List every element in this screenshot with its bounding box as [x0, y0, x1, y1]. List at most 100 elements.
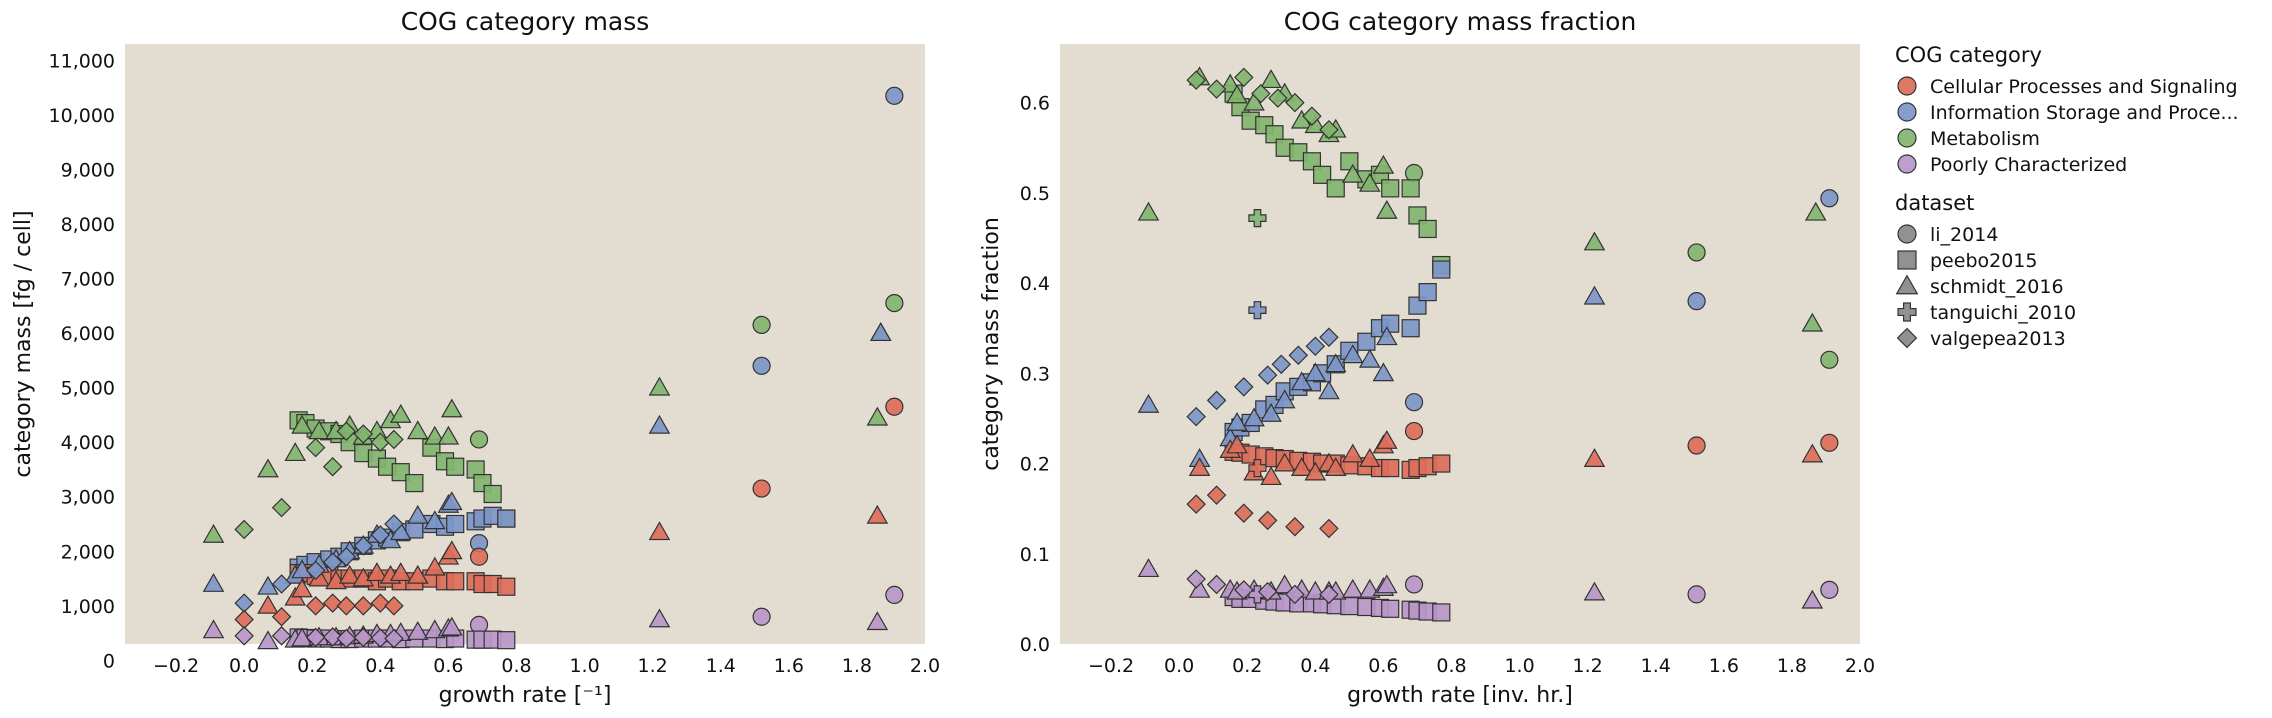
data-point — [752, 607, 771, 626]
data-point — [257, 458, 279, 478]
data-point — [257, 630, 279, 650]
legend-label: valgepea2013 — [1930, 328, 2066, 350]
legend-label: peebo2015 — [1930, 250, 2037, 272]
y-tick-label: 0 — [103, 650, 115, 672]
data-point — [1206, 79, 1227, 99]
data-point — [1188, 457, 1211, 476]
data-point — [305, 627, 326, 648]
y-tick-label: 5,000 — [61, 378, 115, 400]
data-point — [291, 578, 313, 598]
data-point — [1341, 163, 1364, 183]
x-tick-label: 0.4 — [1300, 655, 1330, 677]
data-point — [1248, 458, 1267, 478]
data-point — [1226, 434, 1248, 454]
data-point — [1357, 332, 1376, 351]
data-point — [483, 484, 502, 504]
y-axis-label: category mass [fg / cell] — [11, 210, 36, 477]
legend-categories: Cellular Processes and Signaling Informat… — [1897, 76, 2239, 176]
data-point — [352, 567, 375, 587]
data-point — [1801, 443, 1824, 463]
data-point — [1304, 362, 1327, 382]
data-point — [391, 463, 410, 482]
data-point — [1285, 92, 1305, 113]
data-point — [257, 575, 279, 595]
y-axis-label: category mass fraction — [979, 217, 1004, 471]
data-point — [271, 574, 292, 594]
data-point — [1318, 380, 1340, 400]
data-point — [1206, 485, 1227, 505]
data-point — [291, 559, 313, 579]
data-point — [1186, 494, 1206, 514]
mass-fraction-panel: COG category mass fraction −0.2 0.0 0.2 0.4… — [979, 7, 1875, 708]
data-point — [322, 593, 343, 613]
x-tick-label: −0.2 — [153, 655, 199, 677]
data-point — [1319, 327, 1339, 348]
x-tick-label: 0.4 — [365, 655, 395, 677]
data-point — [1375, 199, 1398, 219]
data-point — [336, 546, 357, 567]
data-point — [1408, 206, 1427, 225]
x-tick-label: 0.8 — [1436, 655, 1466, 677]
data-point — [1257, 510, 1278, 531]
data-point — [866, 406, 889, 426]
legend-datasets: li_2014 peebo2015 schmidt_2016 tanguichi_20… — [1895, 224, 2076, 350]
x-tick-label: 1.2 — [1573, 655, 1603, 677]
data-point — [370, 628, 391, 648]
data-point — [1820, 350, 1839, 369]
data-point — [338, 564, 361, 584]
data-point — [384, 628, 404, 649]
legend-marker — [1895, 274, 1919, 295]
data-point — [406, 564, 429, 584]
data-point — [1248, 209, 1267, 228]
legend-label: Metabolism — [1930, 128, 2040, 150]
data-point — [406, 420, 429, 440]
data-point — [1381, 458, 1400, 478]
y-tick-label: 4,000 — [61, 432, 115, 454]
data-point — [1257, 365, 1278, 385]
data-point — [1375, 430, 1398, 449]
data-point — [1687, 292, 1706, 311]
data-point — [234, 626, 254, 646]
data-point — [370, 593, 391, 613]
legend-marker — [1897, 224, 1917, 244]
chart-title: COG category mass — [401, 7, 650, 36]
legend-category-title: COG category — [1895, 43, 2042, 67]
data-point — [1381, 599, 1400, 618]
x-tick-label: 1.8 — [842, 655, 872, 677]
legend-label: schmidt_2016 — [1930, 276, 2064, 298]
x-axis-label: growth rate [⁻¹] — [439, 683, 612, 708]
data-point — [1137, 558, 1160, 578]
legend-marker — [1897, 302, 1917, 322]
data-point — [1801, 589, 1824, 609]
data-point — [384, 596, 404, 616]
data-point — [1260, 466, 1282, 486]
y-tick-label: 8,000 — [61, 214, 115, 236]
y-tick-label: 0.3 — [1020, 363, 1050, 385]
data-point — [1804, 201, 1827, 221]
x-tick-label: 1.8 — [1777, 655, 1807, 677]
data-point — [1285, 516, 1305, 537]
y-tick-label: 2,000 — [61, 541, 115, 563]
legend-dataset-title: dataset — [1895, 191, 1974, 215]
data-marks — [1137, 66, 1839, 622]
x-tick-label: 1.4 — [1641, 655, 1671, 677]
data-point — [1226, 411, 1248, 431]
data-point — [1319, 584, 1339, 605]
data-point — [202, 619, 225, 639]
legend-label: tanguichi_2010 — [1930, 302, 2076, 324]
data-point — [866, 504, 889, 524]
data-point — [440, 616, 463, 636]
data-point — [336, 628, 357, 649]
data-point — [1408, 296, 1427, 315]
data-point — [1401, 179, 1420, 198]
data-point — [469, 547, 489, 566]
data-point — [423, 556, 446, 576]
data-point — [1268, 88, 1288, 108]
data-point — [353, 627, 374, 648]
data-point — [1341, 443, 1364, 463]
x-tick-label: 0.8 — [501, 655, 531, 677]
data-point — [1375, 326, 1398, 346]
data-point — [1432, 260, 1451, 279]
data-point — [1234, 377, 1254, 397]
